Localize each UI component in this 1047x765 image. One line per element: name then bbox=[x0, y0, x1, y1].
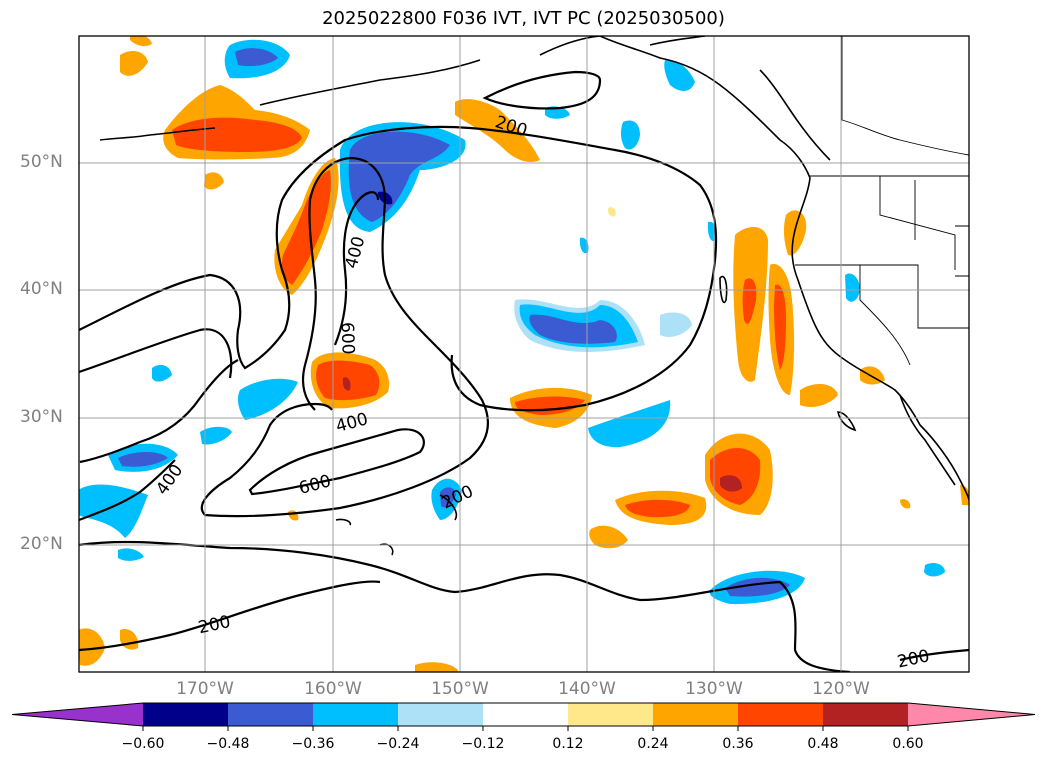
map-content: 200 400 600 600 400 400 200 200 200 bbox=[79, 36, 969, 672]
contour-label: 200 bbox=[197, 612, 233, 638]
lon-label: 150°W bbox=[431, 679, 489, 699]
colorbar-tick-label: −0.60 bbox=[121, 736, 165, 752]
lat-label: 20°N bbox=[20, 534, 63, 554]
lon-label: 120°W bbox=[812, 679, 870, 699]
colorbar-bin bbox=[398, 703, 483, 726]
colorbar-tick-label: −0.36 bbox=[291, 736, 335, 752]
lon-label: 130°W bbox=[685, 679, 743, 699]
colorbar-bin bbox=[738, 703, 823, 726]
lon-label: 140°W bbox=[558, 679, 616, 699]
colorbar-tick-label: 0.48 bbox=[807, 736, 839, 752]
colorbar-bin bbox=[653, 703, 738, 726]
coastlines bbox=[99, 36, 969, 556]
colorbar-tick-label: −0.24 bbox=[376, 736, 420, 752]
colorbar-tick-label: 0.24 bbox=[637, 736, 669, 752]
lat-label: 50°N bbox=[20, 152, 63, 172]
colorbar-bin bbox=[143, 703, 228, 726]
colorbar-extend-high bbox=[908, 703, 1035, 726]
state-borders bbox=[795, 36, 969, 366]
gridlines bbox=[79, 36, 969, 672]
colorbar-tick-label: 0.60 bbox=[892, 736, 924, 752]
contour-label: 600 bbox=[297, 471, 334, 499]
map-frame bbox=[78, 35, 970, 673]
lon-label: 160°W bbox=[304, 679, 362, 699]
colorbar bbox=[11, 702, 1036, 731]
negative-anomalies bbox=[79, 39, 945, 605]
contour-label: 200 bbox=[896, 646, 932, 672]
colorbar-bin bbox=[823, 703, 908, 726]
map-title: 2025022800 F036 IVT, IVT PC (2025030500) bbox=[322, 8, 725, 29]
colorbar-tick-label: −0.12 bbox=[461, 736, 505, 752]
colorbar-bin bbox=[228, 703, 313, 726]
lat-label: 30°N bbox=[20, 407, 63, 427]
lat-label: 40°N bbox=[20, 279, 63, 299]
contour-label: 400 bbox=[342, 234, 370, 271]
contour-label: 400 bbox=[334, 409, 371, 437]
colorbar-tick-label: −0.48 bbox=[206, 736, 250, 752]
colorbar-tick-label: 0.12 bbox=[552, 736, 584, 752]
colorbar-bin bbox=[483, 703, 568, 726]
positive-anomalies bbox=[79, 36, 969, 672]
colorbar-bin bbox=[313, 703, 398, 726]
ivt-contours bbox=[79, 70, 969, 672]
lon-label: 170°W bbox=[176, 679, 234, 699]
colorbar-bin bbox=[568, 703, 653, 726]
colorbar-tick-label: 0.36 bbox=[722, 736, 754, 752]
contour-label: 600 bbox=[337, 322, 358, 355]
colorbar-extend-low bbox=[12, 703, 143, 726]
